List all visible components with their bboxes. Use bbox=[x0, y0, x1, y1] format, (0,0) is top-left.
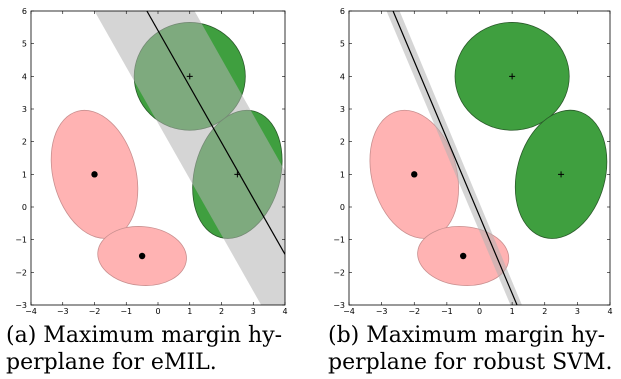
y-tick-label-a-7: 4 bbox=[22, 72, 27, 81]
caption-a-label: (a) bbox=[6, 323, 37, 348]
y-tick-label-a-4: 1 bbox=[22, 170, 27, 179]
center-dot-b-2 bbox=[459, 252, 467, 260]
y-tick-label-b-6: 3 bbox=[340, 105, 345, 114]
center-plus-a-4 bbox=[234, 171, 241, 178]
x-tick-label-b-6: 2 bbox=[542, 307, 547, 316]
caption-b: (b) Maximum margin hy- perplane for robu… bbox=[328, 322, 618, 376]
x-tick-label-b-3: −1 bbox=[441, 307, 453, 316]
center-plus-b-4 bbox=[558, 171, 565, 178]
y-tick-label-b-9: 6 bbox=[340, 7, 345, 16]
y-tick-label-b-3: 0 bbox=[340, 203, 345, 212]
y-tick-label-a-6: 3 bbox=[22, 105, 27, 114]
caption-a-line1: Maximum margin hy- bbox=[43, 323, 283, 348]
margin-band-a bbox=[94, 11, 285, 305]
center-dot-b-1 bbox=[411, 171, 418, 178]
caption-b-label: (b) bbox=[328, 323, 360, 348]
caption-a-line2: perplane for eMIL. bbox=[6, 350, 217, 375]
y-tick-label-a-8: 5 bbox=[22, 40, 27, 49]
x-tick-label-b-7: 3 bbox=[575, 307, 580, 316]
y-tick-label-a-0: −3 bbox=[15, 301, 27, 310]
x-tick-label-a-2: −2 bbox=[89, 307, 101, 316]
x-tick-label-b-1: −3 bbox=[376, 307, 388, 316]
caption-b-line1: Maximum margin hy- bbox=[366, 323, 606, 348]
y-tick-label-a-9: 6 bbox=[22, 7, 27, 16]
y-tick-label-a-2: −1 bbox=[15, 236, 27, 245]
x-tick-label-a-4: 0 bbox=[155, 307, 160, 316]
y-tick-label-a-5: 2 bbox=[22, 138, 27, 147]
caption-b-line2: perplane for robust SVM. bbox=[328, 350, 613, 375]
y-tick-label-b-0: −3 bbox=[333, 301, 345, 310]
y-tick-label-b-7: 4 bbox=[340, 72, 345, 81]
x-tick-label-a-7: 3 bbox=[251, 307, 256, 316]
hyperplane-line-a bbox=[146, 11, 285, 255]
x-tick-label-b-2: −2 bbox=[408, 307, 420, 316]
y-tick-label-b-5: 2 bbox=[340, 138, 345, 147]
x-tick-label-a-8: 4 bbox=[282, 307, 287, 316]
center-dot-a-1 bbox=[91, 171, 98, 178]
y-tick-label-a-3: 0 bbox=[22, 203, 27, 212]
x-tick-label-b-0: −4 bbox=[343, 307, 355, 316]
y-tick-label-a-1: −2 bbox=[15, 268, 27, 277]
hyperplane-line-b bbox=[392, 11, 518, 305]
plot-area-a bbox=[50, 11, 285, 305]
x-tick-label-a-0: −4 bbox=[25, 307, 37, 316]
plot-area-b bbox=[369, 11, 608, 305]
caption-a: (a) Maximum margin hy- perplane for eMIL… bbox=[6, 322, 296, 376]
x-tick-label-b-4: 0 bbox=[477, 307, 482, 316]
x-tick-label-b-8: 4 bbox=[607, 307, 612, 316]
x-tick-label-a-1: −3 bbox=[57, 307, 69, 316]
y-tick-label-b-8: 5 bbox=[340, 40, 345, 49]
y-tick-label-b-2: −1 bbox=[333, 236, 345, 245]
margin-band-b bbox=[386, 11, 522, 305]
x-tick-label-a-6: 2 bbox=[219, 307, 224, 316]
x-tick-label-b-5: 1 bbox=[510, 307, 515, 316]
center-plus-b-3 bbox=[509, 73, 516, 80]
y-tick-label-b-4: 1 bbox=[340, 170, 345, 179]
x-tick-label-a-3: −1 bbox=[120, 307, 132, 316]
x-tick-label-a-5: 1 bbox=[187, 307, 192, 316]
y-tick-label-b-1: −2 bbox=[333, 268, 345, 277]
center-dot-a-2 bbox=[138, 252, 146, 260]
center-plus-a-3 bbox=[186, 73, 193, 80]
